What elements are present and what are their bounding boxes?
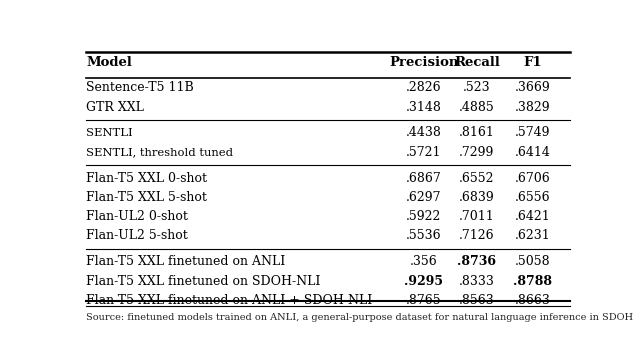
Text: Sentence-T5 11B: Sentence-T5 11B <box>86 81 194 94</box>
Text: .6414: .6414 <box>515 146 551 159</box>
Text: F1: F1 <box>524 56 542 69</box>
Text: .4438: .4438 <box>406 127 442 140</box>
Text: Flan-T5 XXL finetuned on SDOH-NLI: Flan-T5 XXL finetuned on SDOH-NLI <box>86 275 321 287</box>
Text: .3829: .3829 <box>515 100 550 114</box>
Text: Precision: Precision <box>389 56 458 69</box>
Text: .6556: .6556 <box>515 191 550 204</box>
Text: .5721: .5721 <box>406 146 442 159</box>
Text: GTR XXL: GTR XXL <box>86 100 145 114</box>
Text: .6839: .6839 <box>459 191 495 204</box>
Text: .4885: .4885 <box>459 100 495 114</box>
Text: Flan-T5 XXL finetuned on ANLI: Flan-T5 XXL finetuned on ANLI <box>86 255 285 268</box>
Text: .5922: .5922 <box>406 210 442 223</box>
Text: .8161: .8161 <box>459 127 495 140</box>
Text: .8333: .8333 <box>459 275 495 287</box>
Text: .8663: .8663 <box>515 294 551 307</box>
Text: SENTLI, threshold tuned: SENTLI, threshold tuned <box>86 147 234 157</box>
Text: .8736: .8736 <box>458 255 496 268</box>
Text: .6867: .6867 <box>406 172 442 185</box>
Text: .6706: .6706 <box>515 172 551 185</box>
Text: .8788: .8788 <box>513 275 552 287</box>
Text: Source: finetuned models trained on ANLI, a general-purpose dataset for natural : Source: finetuned models trained on ANLI… <box>86 313 634 322</box>
Text: Flan-T5 XXL 0-shot: Flan-T5 XXL 0-shot <box>86 172 207 185</box>
Text: Flan-UL2 5-shot: Flan-UL2 5-shot <box>86 229 188 243</box>
Text: .3148: .3148 <box>406 100 442 114</box>
Text: .6552: .6552 <box>459 172 495 185</box>
Text: Flan-T5 XXL finetuned on ANLI + SDOH-NLI: Flan-T5 XXL finetuned on ANLI + SDOH-NLI <box>86 294 372 307</box>
Text: .7011: .7011 <box>459 210 495 223</box>
Text: .7126: .7126 <box>459 229 495 243</box>
Text: Model: Model <box>86 56 132 69</box>
Text: Flan-UL2 0-shot: Flan-UL2 0-shot <box>86 210 188 223</box>
Text: Recall: Recall <box>454 56 500 69</box>
Text: .2826: .2826 <box>406 81 442 94</box>
Text: .5749: .5749 <box>515 127 550 140</box>
Text: .6231: .6231 <box>515 229 551 243</box>
Text: .523: .523 <box>463 81 491 94</box>
Text: .8765: .8765 <box>406 294 442 307</box>
Text: .6297: .6297 <box>406 191 442 204</box>
Text: .5536: .5536 <box>406 229 442 243</box>
Text: .8563: .8563 <box>459 294 495 307</box>
Text: .5058: .5058 <box>515 255 550 268</box>
Text: .7299: .7299 <box>459 146 495 159</box>
Text: SENTLI: SENTLI <box>86 128 133 138</box>
Text: .3669: .3669 <box>515 81 551 94</box>
Text: .6421: .6421 <box>515 210 551 223</box>
Text: .9295: .9295 <box>404 275 444 287</box>
Text: Flan-T5 XXL 5-shot: Flan-T5 XXL 5-shot <box>86 191 207 204</box>
Text: .356: .356 <box>410 255 438 268</box>
